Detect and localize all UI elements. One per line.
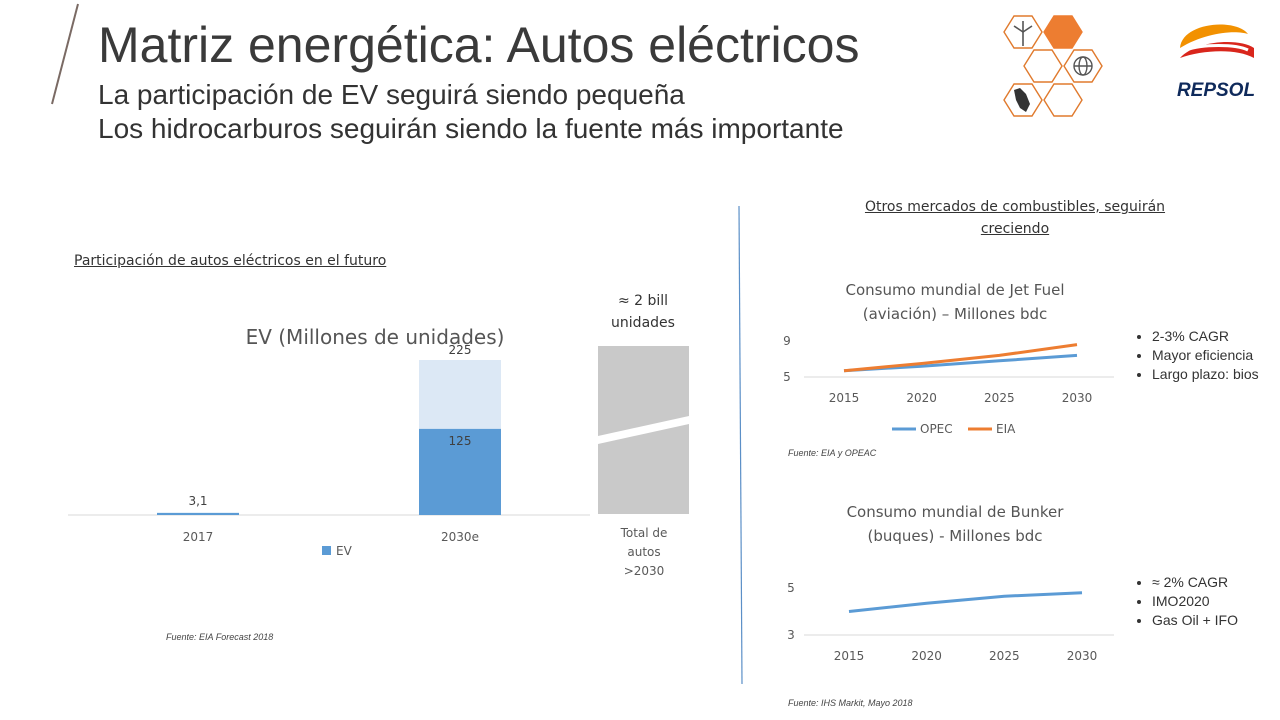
ev-bar: [419, 428, 501, 515]
bunker-bullet: ≈ 2% CAGR: [1152, 573, 1238, 592]
ev-legend-swatch: [322, 546, 331, 555]
ev-bar-chart: EV (Millones de unidades) 3,1 2017 225 125 2…: [68, 325, 590, 558]
jet-bullet: 2-3% CAGR: [1152, 327, 1259, 346]
bunker-x-tick: 2030: [1067, 649, 1098, 663]
ev-source: Fuente: EIA Forecast 2018: [166, 632, 274, 642]
ev-bar-label: 125: [449, 434, 472, 448]
ev-legend-label: EV: [336, 544, 353, 558]
total-cars-line-3: >2030: [623, 564, 665, 578]
jet-chart-title: Consumo mundial de Jet Fuel (aviación) –…: [790, 278, 1120, 326]
jet-y-tick: 5: [783, 370, 791, 384]
bunker-y-tick: 3: [787, 628, 795, 642]
jet-x-tick: 2020: [906, 391, 937, 405]
bunker-x-tick: 2020: [911, 649, 942, 663]
jet-chart-title-line-2: (aviación) – Millones bdc: [862, 305, 1048, 323]
jet-x-tick: 2015: [829, 391, 860, 405]
bunker-y-tick: 5: [787, 581, 795, 595]
jet-bullets: 2-3% CAGR Mayor eficiencia Largo plazo: …: [1134, 327, 1259, 384]
wind-turbine-icon: [1013, 21, 1033, 46]
bunker-bullet: IMO2020: [1152, 592, 1238, 611]
subtitle-1: La participación de EV seguirá siendo pe…: [98, 79, 685, 110]
bunker-chart-title-line-2: (buques) - Millones bdc: [867, 527, 1043, 545]
decorative-slash: [51, 3, 79, 105]
energy-hexagons-icon: [1003, 15, 1103, 117]
fuels-section-label: Otros mercados de combustibles, seguirán…: [820, 196, 1210, 240]
subtitle-2: Los hidrocarburos seguirán siendo la fue…: [98, 113, 844, 144]
ev-bar-label: 3,1: [188, 494, 207, 508]
bunker-source: Fuente: IHS Markit, Mayo 2018: [788, 698, 913, 708]
jet-bullet: Largo plazo: bios: [1152, 365, 1259, 384]
ev-chart-title: EV (Millones de unidades): [246, 325, 505, 349]
ev-category-label: 2030e: [441, 530, 479, 544]
bunker-x-tick: 2025: [989, 649, 1020, 663]
jet-x-tick: 2030: [1062, 391, 1093, 405]
bunker-chart-title-line-1: Consumo mundial de Bunker: [846, 503, 1064, 521]
total-cars-line-2: autos: [627, 545, 661, 559]
jet-y-tick: 9: [783, 334, 791, 348]
fuels-section-label-line-2: creciendo: [980, 221, 1050, 237]
ev-bar: [157, 512, 239, 515]
bunker-bullet: Gas Oil + IFO: [1152, 611, 1238, 630]
globe-icon: [1073, 56, 1093, 76]
bunker-series-line: [848, 591, 1083, 613]
jet-legend-label: OPEC: [920, 422, 953, 436]
ev-category-label: 2017: [183, 530, 214, 544]
total-cars-line-1: Total de: [620, 526, 668, 540]
jet-legend-label: EIA: [996, 422, 1016, 436]
jet-series-line: [843, 343, 1078, 373]
ev-legend: EV: [322, 544, 353, 558]
total-cars-bar: [598, 346, 689, 514]
jet-bullet: Mayor eficiencia: [1152, 346, 1259, 365]
bunker-chart-title: Consumo mundial de Bunker (buques) - Mil…: [790, 500, 1120, 548]
bunker-x-tick: 2015: [834, 649, 865, 663]
jet-x-tick: 2025: [984, 391, 1015, 405]
page-title: Matriz energética: Autos eléctricos: [98, 17, 860, 73]
repsol-wordmark: REPSOL: [1177, 80, 1255, 101]
jet-source: Fuente: EIA y OPEAC: [788, 448, 877, 458]
ev-bar-total-label: 225: [449, 343, 472, 357]
ev-section-label: Participación de autos eléctricos en el …: [74, 253, 387, 269]
jet-chart-title-line-1: Consumo mundial de Jet Fuel: [845, 281, 1065, 299]
section-divider: [738, 205, 743, 685]
repsol-logo: REPSOL: [1177, 24, 1255, 101]
fuels-section-label-line-1: Otros mercados de combustibles, seguirán: [864, 199, 1166, 215]
total-cars-annotation: ≈ 2 bill unidades: [611, 293, 675, 331]
peru-map-icon: [1014, 88, 1030, 112]
total-cars-label: Total de autos >2030: [598, 524, 690, 581]
bunker-line-chart: 3 5 2015 2020 2025 2030: [787, 581, 1114, 663]
bunker-bullets: ≈ 2% CAGR IMO2020 Gas Oil + IFO: [1134, 573, 1238, 630]
jet-fuel-line-chart: 5 9 2015 2020 2025 2030 OPEC EIA: [783, 334, 1114, 436]
